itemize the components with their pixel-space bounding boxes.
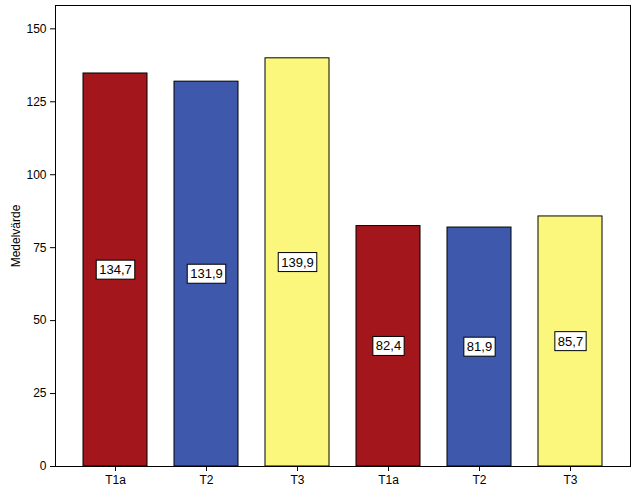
svg-text:81,9: 81,9 — [467, 339, 492, 354]
svg-text:131,9: 131,9 — [190, 266, 223, 281]
svg-text:150: 150 — [26, 22, 46, 36]
svg-text:0: 0 — [40, 459, 47, 473]
svg-text:T3: T3 — [290, 473, 304, 487]
svg-text:50: 50 — [33, 313, 47, 327]
svg-text:T1a: T1a — [378, 473, 399, 487]
svg-text:100: 100 — [26, 168, 46, 182]
svg-text:75: 75 — [33, 241, 47, 255]
svg-text:82,4: 82,4 — [376, 338, 401, 353]
svg-text:Medelvärde: Medelvärde — [9, 204, 23, 267]
svg-text:T2: T2 — [472, 473, 486, 487]
svg-text:134,7: 134,7 — [99, 262, 132, 277]
svg-text:T3: T3 — [563, 473, 577, 487]
svg-text:139,9: 139,9 — [281, 255, 314, 270]
svg-text:125: 125 — [26, 95, 46, 109]
svg-text:T1a: T1a — [105, 473, 126, 487]
svg-text:25: 25 — [33, 386, 47, 400]
svg-text:T2: T2 — [199, 473, 213, 487]
svg-text:85,7: 85,7 — [558, 334, 583, 349]
